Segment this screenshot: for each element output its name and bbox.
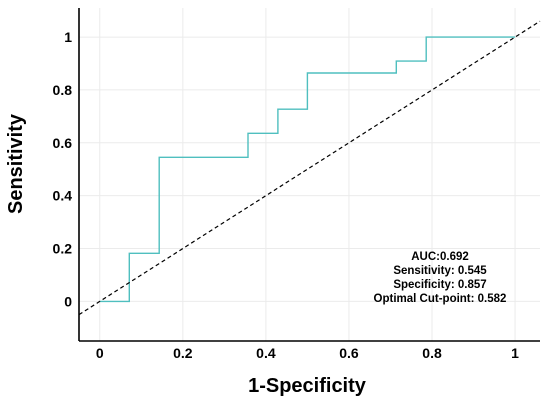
axes xyxy=(78,8,540,342)
y-tick-label: 0.2 xyxy=(53,241,73,257)
x-axis-title: 1-Specificity xyxy=(248,375,367,397)
y-tick-label: 0.4 xyxy=(53,188,73,204)
grid xyxy=(79,8,540,341)
tick-labels: 0 0.2 0.4 0.6 0.8 1 0 0.2 0.4 0.6 0.8 1 xyxy=(53,29,520,361)
x-tick-label: 0.6 xyxy=(339,345,359,361)
roc-curve-line xyxy=(99,36,516,303)
y-tick-label: 0.8 xyxy=(53,82,73,98)
x-tick-label: 0.4 xyxy=(256,345,276,361)
y-axis-title: Sensitivity xyxy=(5,113,27,214)
annotation-specificity: Specificity: 0.857 xyxy=(393,279,486,291)
annotation-auc: AUC:0.692 xyxy=(411,251,469,263)
reference-diagonal-line xyxy=(78,20,541,316)
x-tick-label: 0.8 xyxy=(422,345,442,361)
y-tick-label: 1 xyxy=(64,29,72,45)
y-tick-label: 0.6 xyxy=(53,135,73,151)
annotation-box: AUC:0.692 Sensitivity: 0.545 Specificity… xyxy=(374,251,507,305)
annotation-sensitivity: Sensitivity: 0.545 xyxy=(393,265,487,277)
plot-series xyxy=(78,20,541,316)
annotation-cut-point: Optimal Cut-point: 0.582 xyxy=(374,293,507,305)
y-tick-label: 0 xyxy=(64,293,72,309)
x-tick-label: 0.2 xyxy=(173,345,193,361)
x-tick-label: 0 xyxy=(96,345,104,361)
x-tick-label: 1 xyxy=(511,345,519,361)
